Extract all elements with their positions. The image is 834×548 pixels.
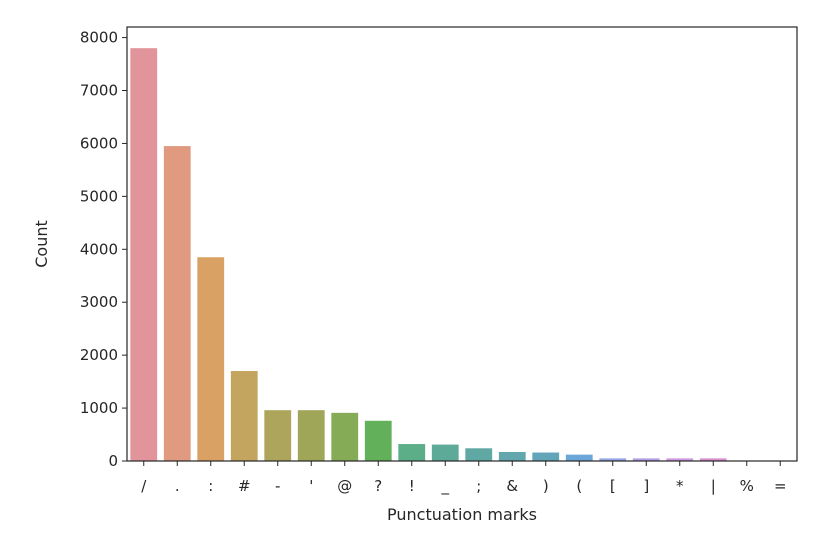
x-tick-label-13: (: [576, 477, 582, 495]
x-tick-label-2: :: [208, 477, 213, 495]
x-tick-label-7: ?: [374, 477, 382, 495]
plot-frame: [126, 26, 798, 462]
bar-3: [230, 371, 258, 461]
bar-4: [264, 410, 292, 461]
bar-17: [699, 458, 727, 461]
x-axis: /.: # - ' @?! _; &) ( [] * |% =: [141, 461, 787, 496]
x-tick-label-11: &: [506, 477, 518, 495]
bar-11: [498, 452, 526, 461]
x-tick-label-14: [: [610, 477, 616, 495]
bar-1: [163, 146, 191, 461]
x-tick-label-1: .: [175, 477, 180, 495]
bar-0: [130, 48, 158, 462]
bar-5: [297, 410, 325, 461]
y-tick-label-7: 7000: [80, 82, 118, 100]
bar-8: [398, 444, 426, 461]
bar-15: [632, 458, 660, 461]
bar-14: [599, 458, 627, 461]
y-tick-label-5: 5000: [80, 187, 118, 205]
y-tick-label-1: 1000: [80, 399, 118, 417]
y-tick-label-8: 8000: [80, 29, 118, 47]
x-tick-label-17: |: [711, 477, 716, 495]
x-tick-label-16: *: [676, 477, 684, 495]
y-axis: 0 1000 2000 3000 4000 5000 6000 7000 8000: [80, 29, 127, 470]
x-tick-label-0: /: [141, 477, 147, 495]
x-axis-label: Punctuation marks: [387, 505, 537, 524]
bar-12: [532, 452, 560, 461]
bars-group: [130, 48, 794, 462]
x-tick-label-8: !: [409, 477, 415, 495]
x-tick-label-9: _: [441, 477, 450, 496]
y-tick-label-4: 4000: [80, 240, 118, 258]
x-tick-label-3: #: [238, 477, 251, 495]
x-tick-label-5: ': [309, 477, 313, 495]
x-tick-label-6: @: [337, 477, 352, 495]
x-tick-label-18: %: [740, 477, 754, 495]
bar-16: [666, 458, 694, 461]
y-tick-label-2: 2000: [80, 346, 118, 364]
y-axis-label: Count: [32, 220, 51, 268]
y-tick-label-6: 6000: [80, 134, 118, 152]
bar-10: [465, 448, 493, 461]
x-tick-label-10: ;: [476, 477, 481, 495]
y-tick-label-0: 0: [108, 452, 118, 470]
x-tick-label-12: ): [543, 477, 549, 495]
x-tick-label-19: =: [774, 477, 787, 495]
bar-2: [197, 257, 225, 461]
y-tick-label-3: 3000: [80, 293, 118, 311]
x-tick-label-15: ]: [643, 477, 649, 495]
bar-6: [331, 412, 359, 461]
bar-7: [364, 420, 392, 461]
bar-13: [565, 454, 593, 461]
bar-9: [431, 444, 459, 461]
x-tick-label-4: -: [275, 477, 280, 495]
